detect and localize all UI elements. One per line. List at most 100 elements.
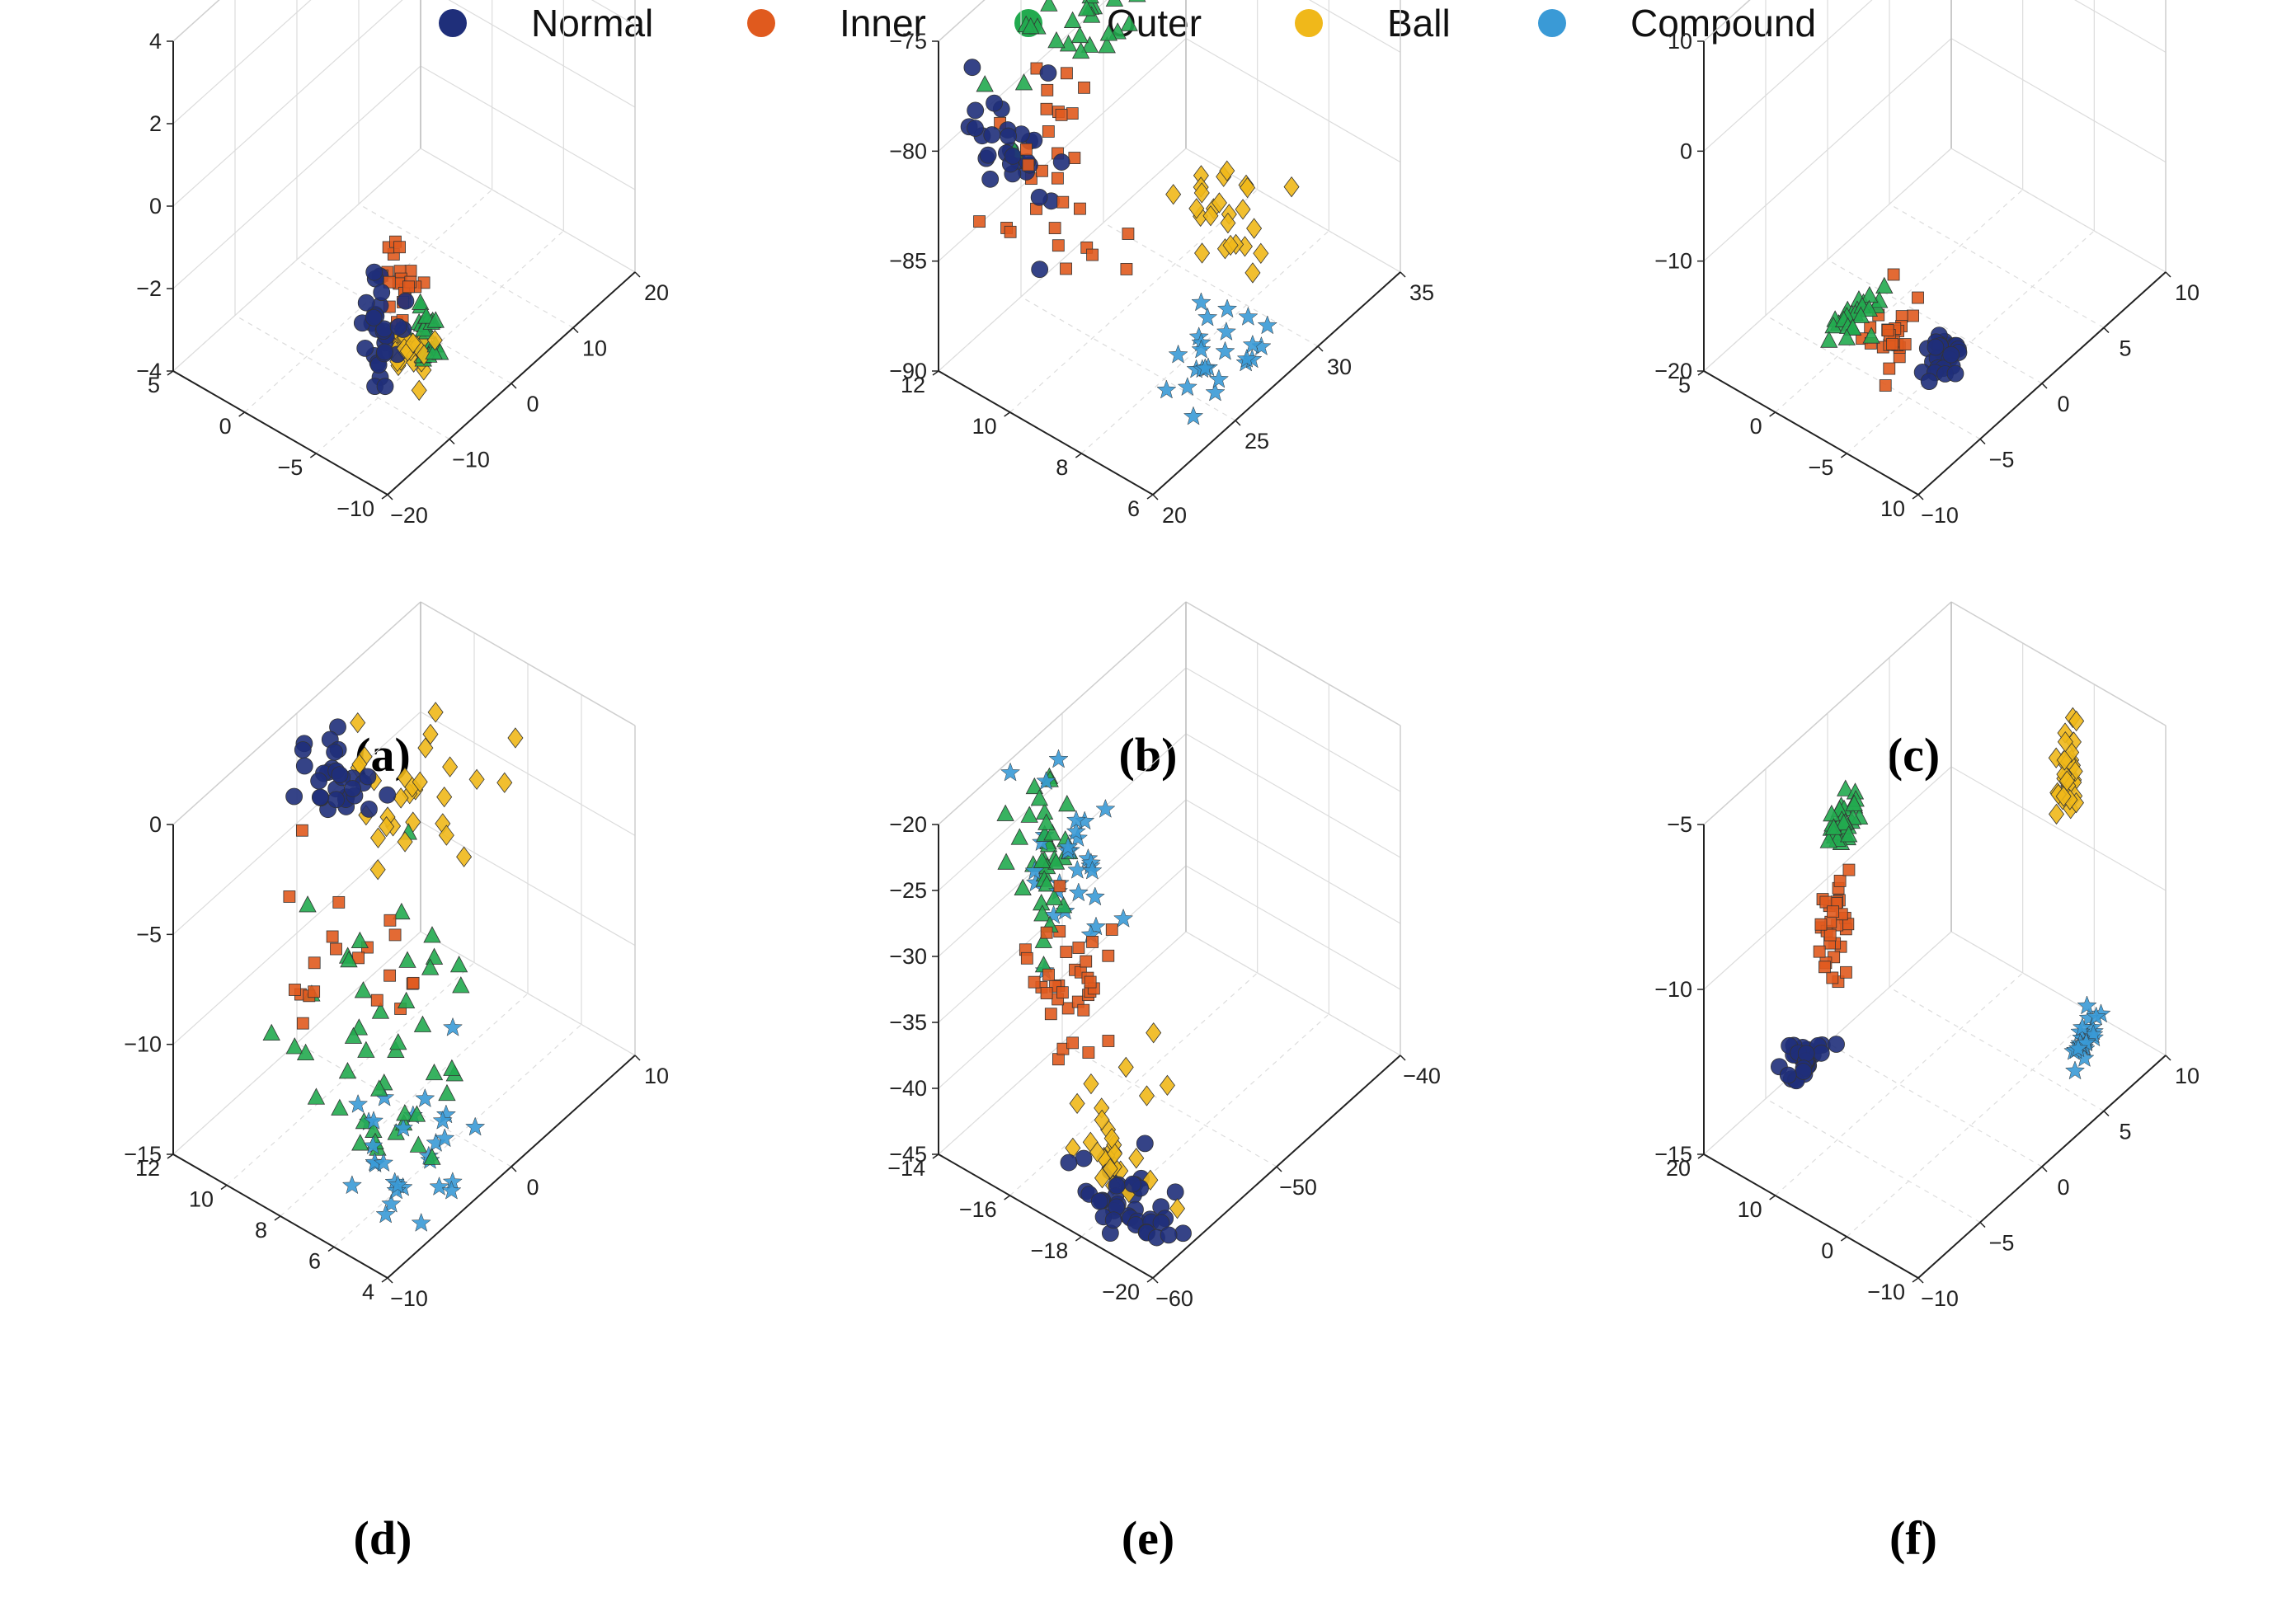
data-point-ball <box>417 737 434 759</box>
z-tick-label: −5 <box>136 922 162 947</box>
z-tick-label: 10 <box>1668 29 1692 54</box>
z-tick-label: −25 <box>889 878 927 903</box>
y-tick-label: 8 <box>255 1218 267 1243</box>
z-tick-label: −40 <box>889 1076 927 1101</box>
data-point-compound <box>1215 341 1235 360</box>
chart-panel-d: −10 0 10 12 10 8 6 4 0 −5 −10 −15 (d) <box>0 601 765 1565</box>
data-point-compound <box>1216 298 1238 318</box>
data-point-outer <box>449 956 468 973</box>
legend-item-normal: Normal <box>439 2 653 45</box>
x-tick <box>2103 327 2110 334</box>
side-grid-line <box>1185 799 1401 924</box>
x-tick <box>1979 1221 1986 1229</box>
x-tick <box>510 383 517 389</box>
data-point-compound <box>2076 1032 2096 1052</box>
x-tick-label: 25 <box>1244 429 1269 453</box>
x-tick-label: −40 <box>1403 1064 1441 1088</box>
floor-grid-line <box>333 1024 582 1247</box>
data-point-inner <box>1066 107 1079 120</box>
data-point-outer <box>1077 0 1096 16</box>
data-point-ball <box>350 712 366 734</box>
data-point-inner <box>1061 1002 1075 1015</box>
data-point-outer <box>1025 777 1043 795</box>
data-point-inner <box>1883 362 1896 375</box>
data-point-outer <box>425 1063 444 1081</box>
data-point-outer <box>452 976 470 994</box>
data-point-outer <box>1033 904 1052 922</box>
side-grid-line <box>420 821 636 947</box>
floor-grid-line <box>315 230 564 454</box>
y-axis-line <box>938 1153 1154 1279</box>
data-point-outer <box>1010 828 1028 845</box>
data-point-outer <box>1081 0 1099 4</box>
data-point-inner <box>383 969 397 982</box>
data-point-normal <box>326 743 344 761</box>
z-tick-label: 4 <box>149 29 162 54</box>
data-point-normal <box>327 791 345 809</box>
x-tick-label: −60 <box>1155 1286 1193 1311</box>
data-point-outer <box>1071 41 1090 59</box>
data-point-inner <box>1042 968 1055 981</box>
data-point-inner <box>1060 262 1072 275</box>
data-point-inner <box>1042 125 1055 138</box>
y-tick-label: 12 <box>135 1156 160 1181</box>
data-point-inner <box>308 956 321 970</box>
data-point-ball <box>1159 1074 1175 1097</box>
data-point-normal <box>1000 127 1018 145</box>
data-point-ball <box>1193 182 1210 204</box>
floor-grid-line <box>234 314 450 440</box>
x-tick <box>2103 1110 2110 1117</box>
data-point-outer <box>1837 328 1856 345</box>
y-tick <box>1769 411 1776 417</box>
back-grid-line <box>1703 766 1952 990</box>
data-point-inner <box>296 1017 309 1030</box>
data-point-outer <box>338 1062 357 1079</box>
box-edge <box>938 601 1187 825</box>
data-point-ball <box>1211 192 1227 214</box>
data-point-outer <box>1120 14 1138 31</box>
data-point-normal <box>967 101 985 120</box>
x-tick <box>634 1055 641 1061</box>
data-point-normal <box>1108 1177 1126 1195</box>
data-point-normal <box>1779 1066 1797 1084</box>
x-tick <box>387 1277 393 1284</box>
data-point-ball <box>1188 198 1205 219</box>
data-point-ball <box>1094 1109 1110 1131</box>
floor-grid-line <box>1889 986 2105 1112</box>
side-grid-line <box>1950 766 2167 891</box>
x-tick-label: −10 <box>1921 503 1959 528</box>
back-grid-line <box>938 667 1187 891</box>
data-point-outer <box>1033 851 1052 868</box>
data-point-outer <box>1014 878 1032 896</box>
z-tick-label: 2 <box>149 111 162 136</box>
z-tick-label: −45 <box>889 1142 927 1167</box>
y-tick-label: −20 <box>1102 1280 1140 1304</box>
data-point-inner <box>295 824 308 837</box>
data-point-normal <box>357 294 375 312</box>
data-point-normal <box>379 786 397 804</box>
box-edge <box>938 0 986 42</box>
data-point-normal <box>1166 1183 1184 1201</box>
x-tick <box>1317 345 1324 352</box>
data-point-compound <box>1066 821 1086 841</box>
x-tick-label: −10 <box>1921 1286 1959 1311</box>
data-point-ball <box>2056 749 2073 771</box>
y-axis-line <box>1703 370 1919 496</box>
chart-panel-a: −20 −10 0 10 20 5 0 −5 −10 4 2 0 −2 −4 (a) <box>0 0 765 782</box>
data-point-ball <box>2049 803 2065 825</box>
floor-grid-line <box>1827 259 2043 384</box>
y-tick <box>1075 1236 1082 1242</box>
z-tick-label: 0 <box>149 812 162 837</box>
x-axis-line <box>1152 271 1401 496</box>
back-grid-line <box>172 0 312 124</box>
x-tick <box>1152 494 1159 500</box>
z-tick-label: −75 <box>889 29 927 54</box>
data-point-ball <box>496 772 513 793</box>
data-point-outer <box>1860 299 1879 317</box>
y-tick-label: −18 <box>1031 1238 1069 1263</box>
data-point-ball <box>436 786 453 808</box>
chart-e-svg: −60 −50 −40 −14 −16 −18 −20 −20 −25 −30 −35 −40 −45 <box>887 601 1441 1311</box>
data-point-outer <box>423 1148 441 1165</box>
data-point-outer <box>344 1027 363 1044</box>
data-point-inner <box>1055 108 1068 121</box>
